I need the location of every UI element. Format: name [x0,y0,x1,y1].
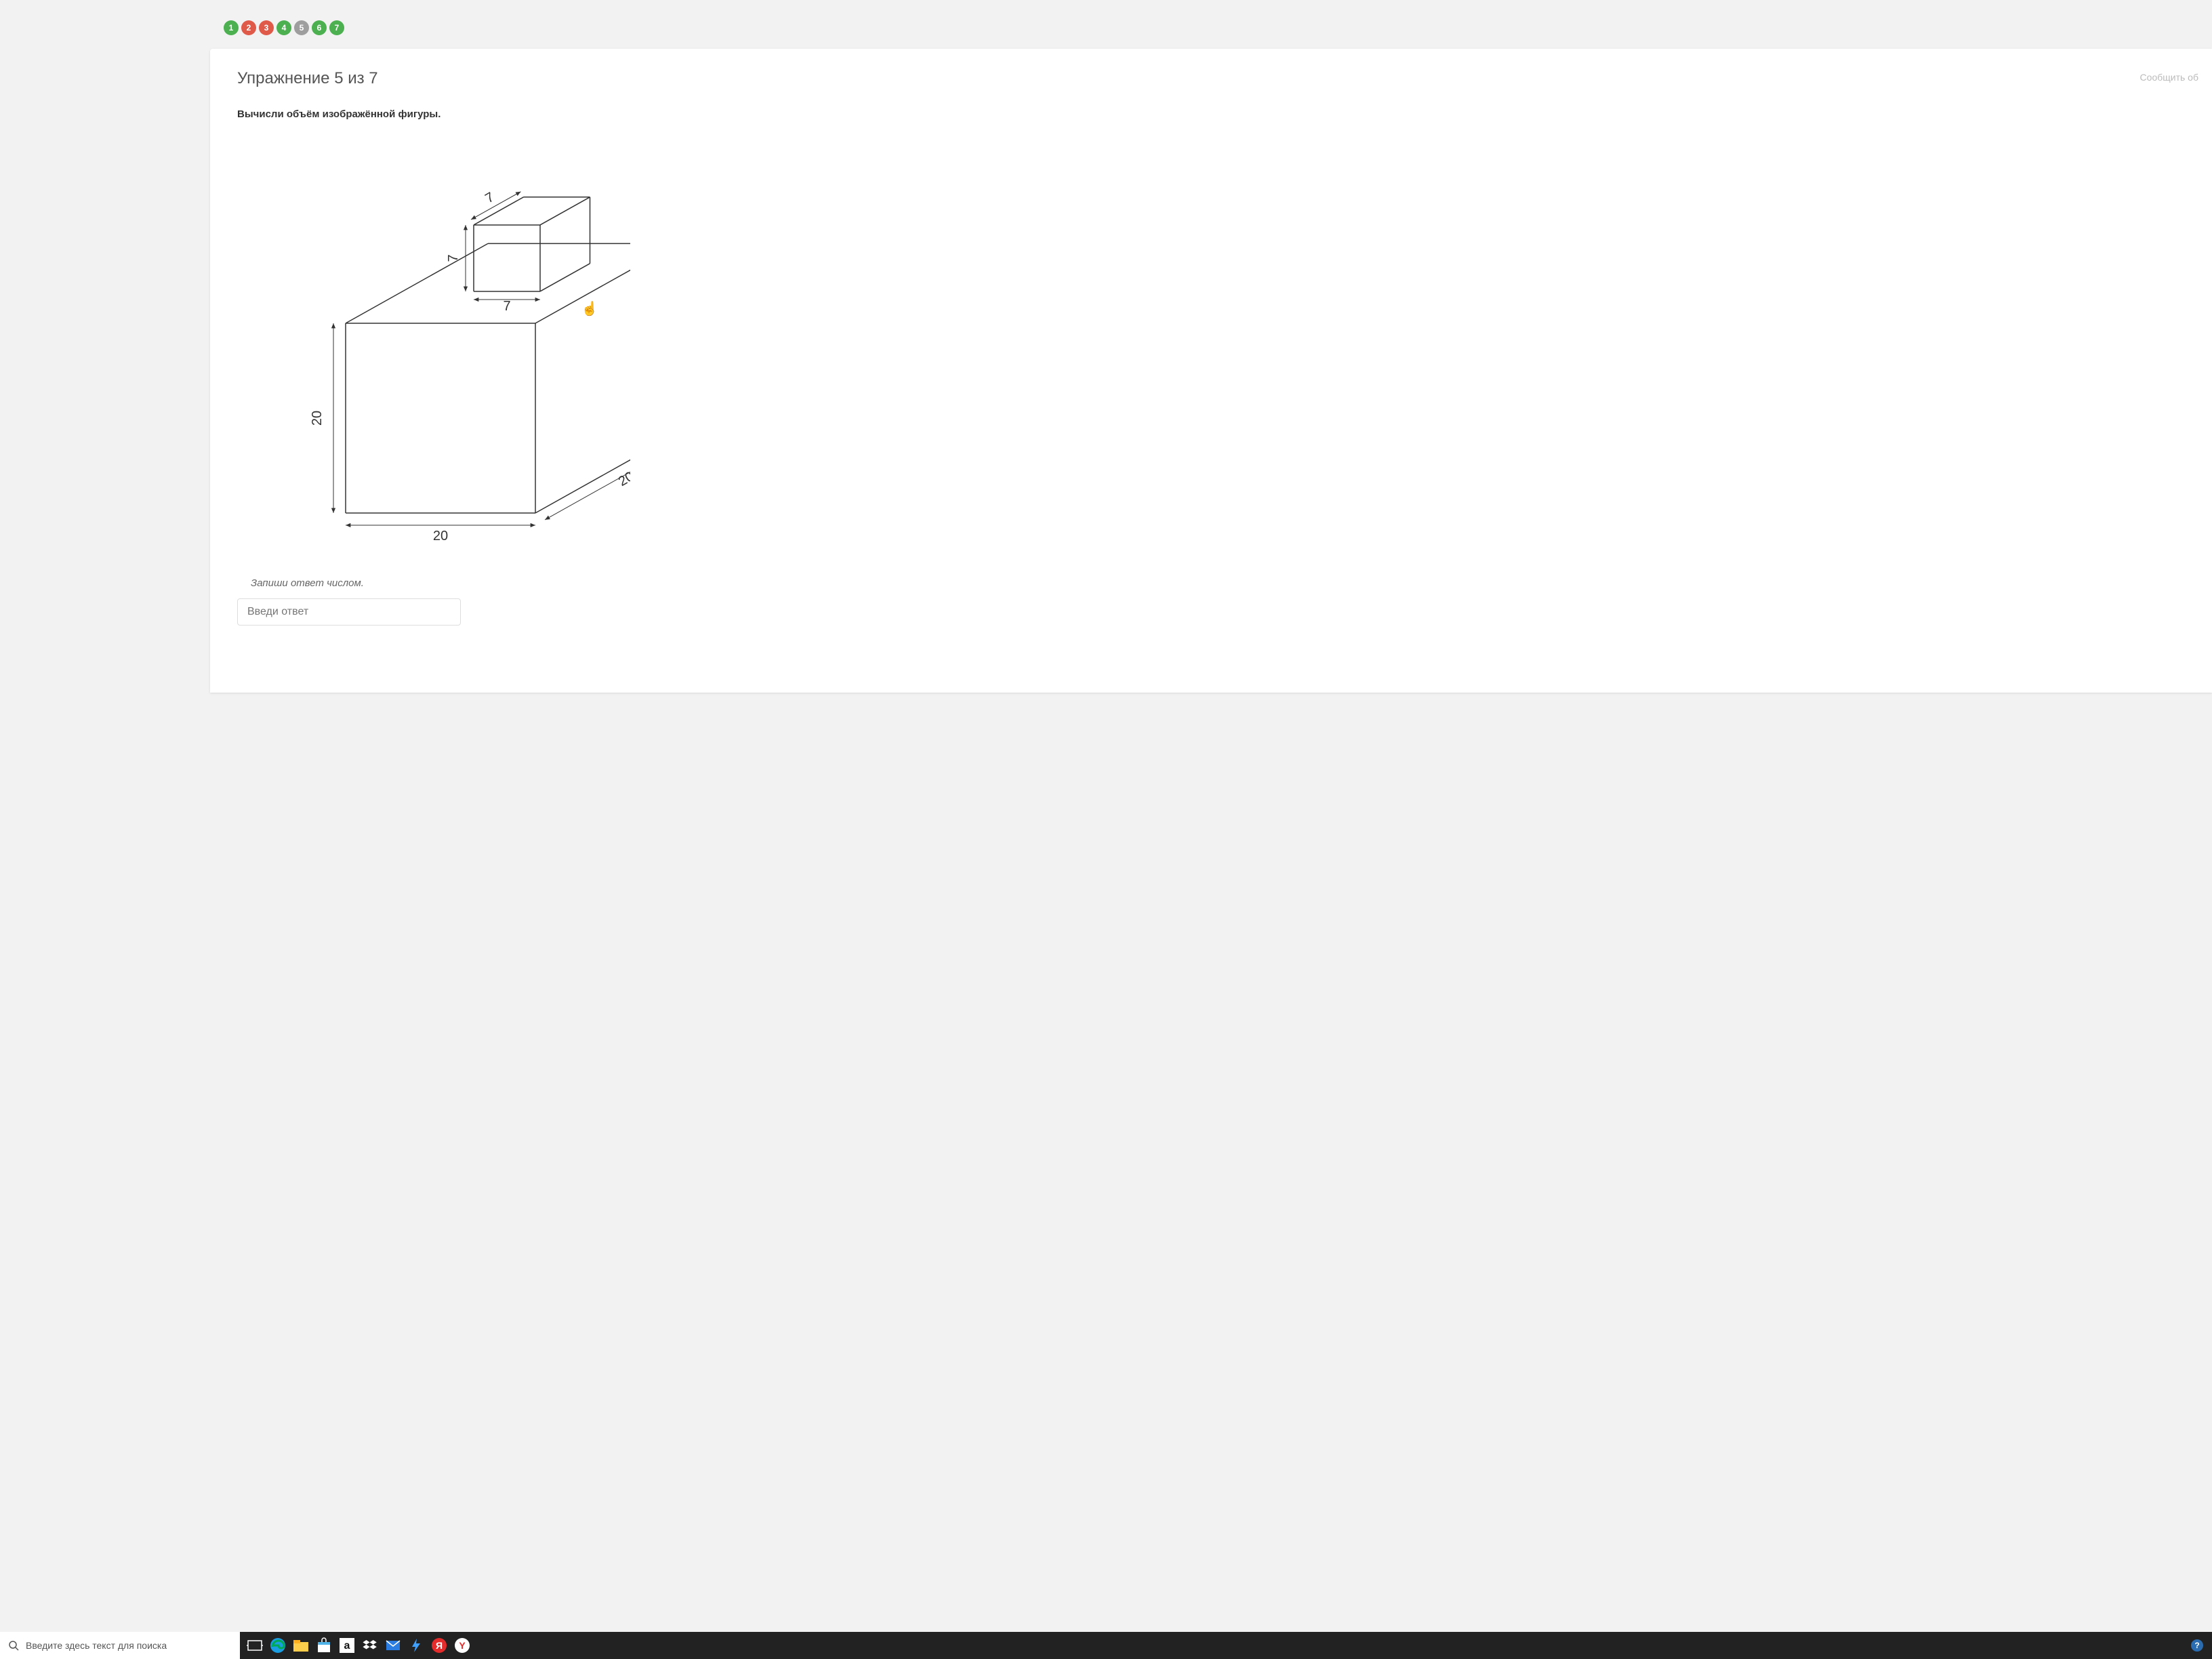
task-view-icon[interactable] [245,1636,264,1655]
progress-dot-1[interactable]: 1 [224,20,239,35]
system-tray[interactable]: ? [2190,1639,2204,1652]
progress-dot-7[interactable]: 7 [329,20,344,35]
windows-taskbar: Введите здесь текст для поиска a Я Y ? [0,1632,2212,1659]
svg-text:20: 20 [616,469,630,489]
dropbox-icon[interactable] [361,1636,380,1655]
store-icon[interactable] [314,1636,333,1655]
svg-text:Я: Я [436,1640,443,1651]
answer-input[interactable] [237,598,461,626]
svg-text:a: a [344,1640,350,1652]
progress-dot-5[interactable]: 5 [294,20,309,35]
edge-icon[interactable] [268,1636,287,1655]
svg-text:7: 7 [446,254,461,262]
task-text: Вычисли объём изображённой фигуры. [237,108,2185,120]
amazon-icon[interactable]: a [337,1636,356,1655]
mail-icon[interactable] [384,1636,403,1655]
report-link[interactable]: Сообщить об [2140,72,2198,83]
svg-text:7: 7 [503,299,510,314]
search-placeholder-text: Введите здесь текст для поиска [26,1640,167,1651]
svg-text:7: 7 [483,190,497,207]
progress-dots: 1234567 [224,20,2212,35]
svg-text:?: ? [2194,1641,2199,1650]
answer-hint: Запиши ответ числом. [251,577,2185,589]
yandex-browser-icon[interactable]: Y [453,1636,472,1655]
progress-dot-4[interactable]: 4 [276,20,291,35]
explorer-icon[interactable] [291,1636,310,1655]
lightning-icon[interactable] [407,1636,426,1655]
progress-dot-6[interactable]: 6 [312,20,327,35]
volume-figure: 20 20 20 7 7 7 ☝ [278,134,2185,557]
exercise-title: Упражнение 5 из 7 [237,69,2185,88]
progress-dot-2[interactable]: 2 [241,20,256,35]
progress-dot-3[interactable]: 3 [259,20,274,35]
yandex-red-icon[interactable]: Я [430,1636,449,1655]
svg-text:20: 20 [310,411,325,426]
exercise-card: Упражнение 5 из 7 Сообщить об Вычисли об… [210,49,2212,693]
svg-text:20: 20 [433,529,448,544]
help-icon[interactable]: ? [2190,1639,2204,1652]
taskbar-search[interactable]: Введите здесь текст для поиска [0,1632,240,1659]
cursor-icon: ☝ [581,300,598,316]
svg-text:Y: Y [459,1640,466,1651]
search-icon [8,1640,19,1651]
